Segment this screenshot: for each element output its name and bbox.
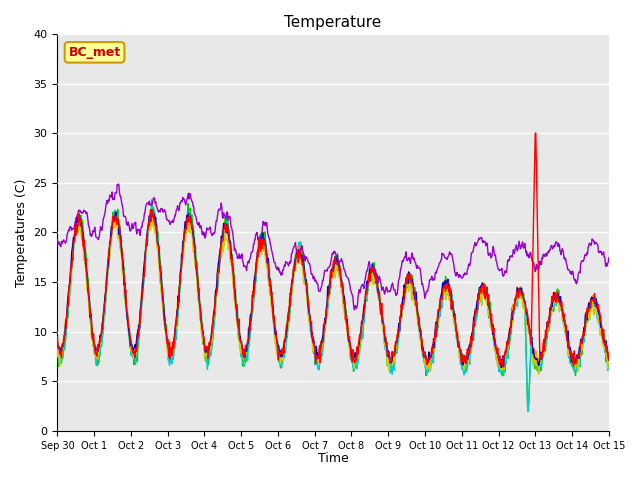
Y-axis label: Temperatures (C): Temperatures (C) (15, 178, 28, 287)
X-axis label: Time: Time (317, 452, 349, 465)
Text: BC_met: BC_met (68, 46, 121, 59)
Title: Temperature: Temperature (285, 15, 381, 30)
